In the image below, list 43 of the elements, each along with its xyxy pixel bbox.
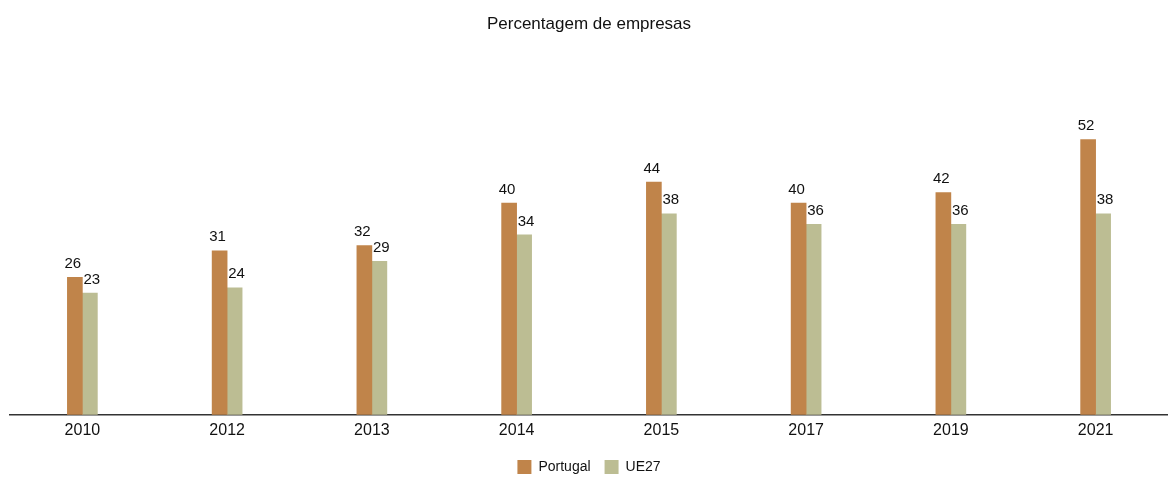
x-tick-label: 2012 bbox=[209, 420, 246, 438]
bar bbox=[950, 223, 967, 415]
data-label: 23 bbox=[83, 269, 101, 287]
data-label: 42 bbox=[933, 169, 950, 187]
data-label: 32 bbox=[354, 222, 371, 240]
data-label: 38 bbox=[662, 190, 680, 208]
x-tick-label: 2017 bbox=[788, 420, 825, 438]
data-label: 31 bbox=[209, 227, 226, 245]
bar bbox=[516, 234, 532, 415]
bar bbox=[1095, 213, 1111, 415]
data-label: 44 bbox=[643, 158, 661, 176]
data-label: 40 bbox=[788, 179, 805, 197]
legend-label: Portugal bbox=[538, 457, 591, 474]
data-label: 29 bbox=[373, 237, 390, 255]
bar bbox=[356, 245, 373, 415]
chart-title: Percentagem de empresas bbox=[486, 13, 692, 33]
data-label: 38 bbox=[1096, 190, 1114, 208]
bar bbox=[661, 213, 677, 415]
bar bbox=[805, 223, 822, 415]
bar bbox=[371, 261, 388, 415]
data-label: 52 bbox=[1077, 116, 1095, 134]
bar bbox=[646, 181, 662, 415]
bar bbox=[211, 250, 228, 415]
bar bbox=[1080, 139, 1096, 415]
x-tick-label: 2014 bbox=[498, 420, 535, 438]
data-label: 36 bbox=[952, 200, 969, 218]
bar bbox=[501, 202, 517, 415]
x-tick-label: 2015 bbox=[643, 420, 680, 438]
bar bbox=[935, 192, 952, 415]
data-label: 40 bbox=[498, 179, 516, 197]
legend-label: UE27 bbox=[625, 457, 661, 474]
bar bbox=[790, 202, 807, 415]
data-label: 34 bbox=[517, 211, 535, 229]
x-tick-label: 2019 bbox=[933, 420, 969, 438]
x-tick-label: 2021 bbox=[1077, 420, 1114, 438]
x-tick-label: 2013 bbox=[354, 420, 390, 438]
x-tick-label: 2010 bbox=[64, 420, 101, 438]
bar bbox=[226, 287, 243, 415]
bar bbox=[82, 292, 98, 415]
data-label: 26 bbox=[64, 253, 82, 271]
bar bbox=[67, 276, 83, 415]
data-label: 24 bbox=[228, 264, 245, 282]
data-label: 36 bbox=[807, 200, 824, 218]
